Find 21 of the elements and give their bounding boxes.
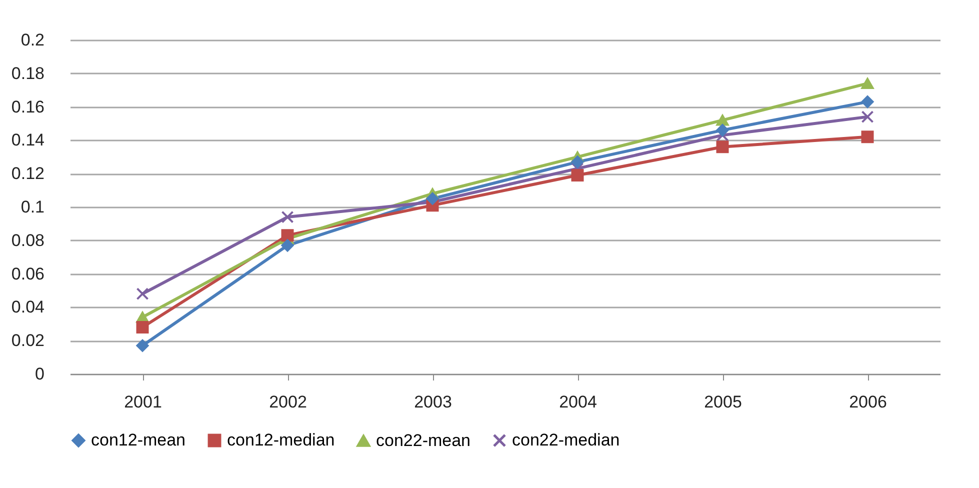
x-tick-label: 2003 (414, 392, 452, 412)
legend-label: con12-mean (91, 430, 186, 450)
y-tick-label: 0.18 (11, 64, 44, 83)
x-tick-label: 2001 (124, 392, 162, 412)
y-tick-label: 0.1 (20, 198, 44, 216)
legend-label: con22-mean (376, 430, 471, 450)
y-tick-label: 0 (35, 364, 44, 384)
x-tick-label: 2006 (849, 392, 887, 412)
y-tick-label: 0.04 (11, 298, 44, 317)
y-tick-label: 0.12 (11, 164, 44, 184)
y-tick-label: 0.14 (11, 130, 44, 150)
y-tick-label: 0.2 (20, 30, 44, 50)
y-tick-label: 0.06 (11, 264, 44, 284)
y-tick-label: 0.08 (11, 230, 44, 250)
y-tick-label: 0.02 (11, 331, 44, 350)
x-tick-label: 2004 (559, 392, 597, 412)
legend-label: con12-median (227, 430, 335, 450)
legend-label: con22-median (512, 430, 620, 450)
x-tick-label: 2002 (269, 392, 307, 412)
y-tick-label: 0.16 (11, 97, 44, 116)
x-tick-label: 2005 (704, 392, 742, 412)
